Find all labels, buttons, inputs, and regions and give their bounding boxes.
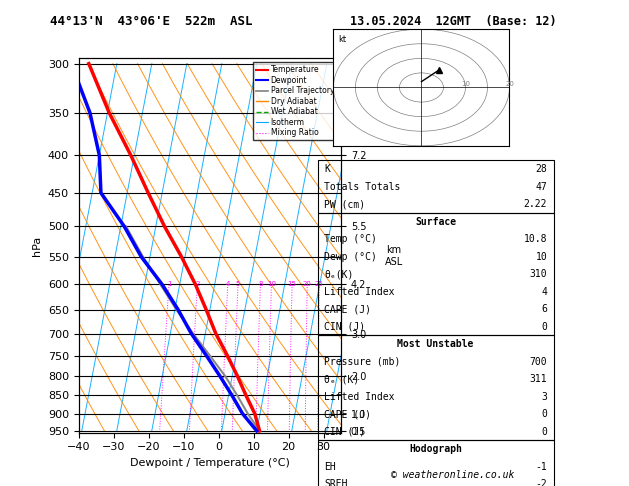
Text: PW (cm): PW (cm)	[324, 199, 365, 209]
Text: 2: 2	[195, 281, 199, 288]
Y-axis label: hPa: hPa	[32, 235, 42, 256]
Text: Temp (°C): Temp (°C)	[324, 234, 377, 244]
Text: 10: 10	[461, 81, 470, 87]
Text: -1: -1	[535, 462, 547, 471]
Text: 2.22: 2.22	[524, 199, 547, 209]
Text: CIN (J): CIN (J)	[324, 322, 365, 331]
Text: θₑ(K): θₑ(K)	[324, 269, 353, 279]
Text: 310: 310	[530, 269, 547, 279]
Text: K: K	[324, 164, 330, 174]
Text: CAPE (J): CAPE (J)	[324, 304, 371, 314]
Text: 20: 20	[505, 81, 514, 87]
Text: © weatheronline.co.uk: © weatheronline.co.uk	[391, 470, 515, 480]
Text: Hodograph: Hodograph	[409, 444, 462, 454]
Text: Surface: Surface	[415, 217, 456, 226]
Text: 10: 10	[267, 281, 276, 288]
Text: Pressure (mb): Pressure (mb)	[324, 357, 400, 366]
Text: 25: 25	[315, 281, 323, 288]
Text: Lifted Index: Lifted Index	[324, 392, 394, 401]
Text: kt: kt	[338, 35, 346, 44]
Text: 6: 6	[542, 304, 547, 314]
Text: 1: 1	[167, 281, 171, 288]
Text: 0: 0	[542, 409, 547, 419]
Text: 0: 0	[542, 427, 547, 436]
Legend: Temperature, Dewpoint, Parcel Trajectory, Dry Adiabat, Wet Adiabat, Isotherm, Mi: Temperature, Dewpoint, Parcel Trajectory…	[253, 62, 337, 140]
Text: Dewp (°C): Dewp (°C)	[324, 252, 377, 261]
Text: 44°13'N  43°06'E  522m  ASL: 44°13'N 43°06'E 522m ASL	[50, 15, 252, 28]
Text: CAPE (J): CAPE (J)	[324, 409, 371, 419]
Text: Totals Totals: Totals Totals	[324, 182, 400, 191]
Text: CIN (J): CIN (J)	[324, 427, 365, 436]
Text: Most Unstable: Most Unstable	[398, 339, 474, 349]
Y-axis label: km
ASL: km ASL	[385, 245, 403, 267]
Text: 10: 10	[535, 252, 547, 261]
Text: 0: 0	[542, 322, 547, 331]
Text: Lifted Index: Lifted Index	[324, 287, 394, 296]
Text: 15: 15	[287, 281, 296, 288]
X-axis label: Dewpoint / Temperature (°C): Dewpoint / Temperature (°C)	[130, 458, 290, 468]
Text: EH: EH	[324, 462, 336, 471]
Text: -2: -2	[535, 479, 547, 486]
Text: 3: 3	[542, 392, 547, 401]
Text: 10.8: 10.8	[524, 234, 547, 244]
Text: 4: 4	[542, 287, 547, 296]
Text: 311: 311	[530, 374, 547, 384]
Text: 28: 28	[535, 164, 547, 174]
Text: 5: 5	[236, 281, 240, 288]
Text: 700: 700	[530, 357, 547, 366]
Text: 8: 8	[258, 281, 263, 288]
Text: 13.05.2024  12GMT  (Base: 12): 13.05.2024 12GMT (Base: 12)	[350, 15, 556, 28]
Text: 47: 47	[535, 182, 547, 191]
Text: 20: 20	[303, 281, 311, 288]
Text: 4: 4	[226, 281, 230, 288]
Text: θₑ (K): θₑ (K)	[324, 374, 359, 384]
Text: SREH: SREH	[324, 479, 347, 486]
